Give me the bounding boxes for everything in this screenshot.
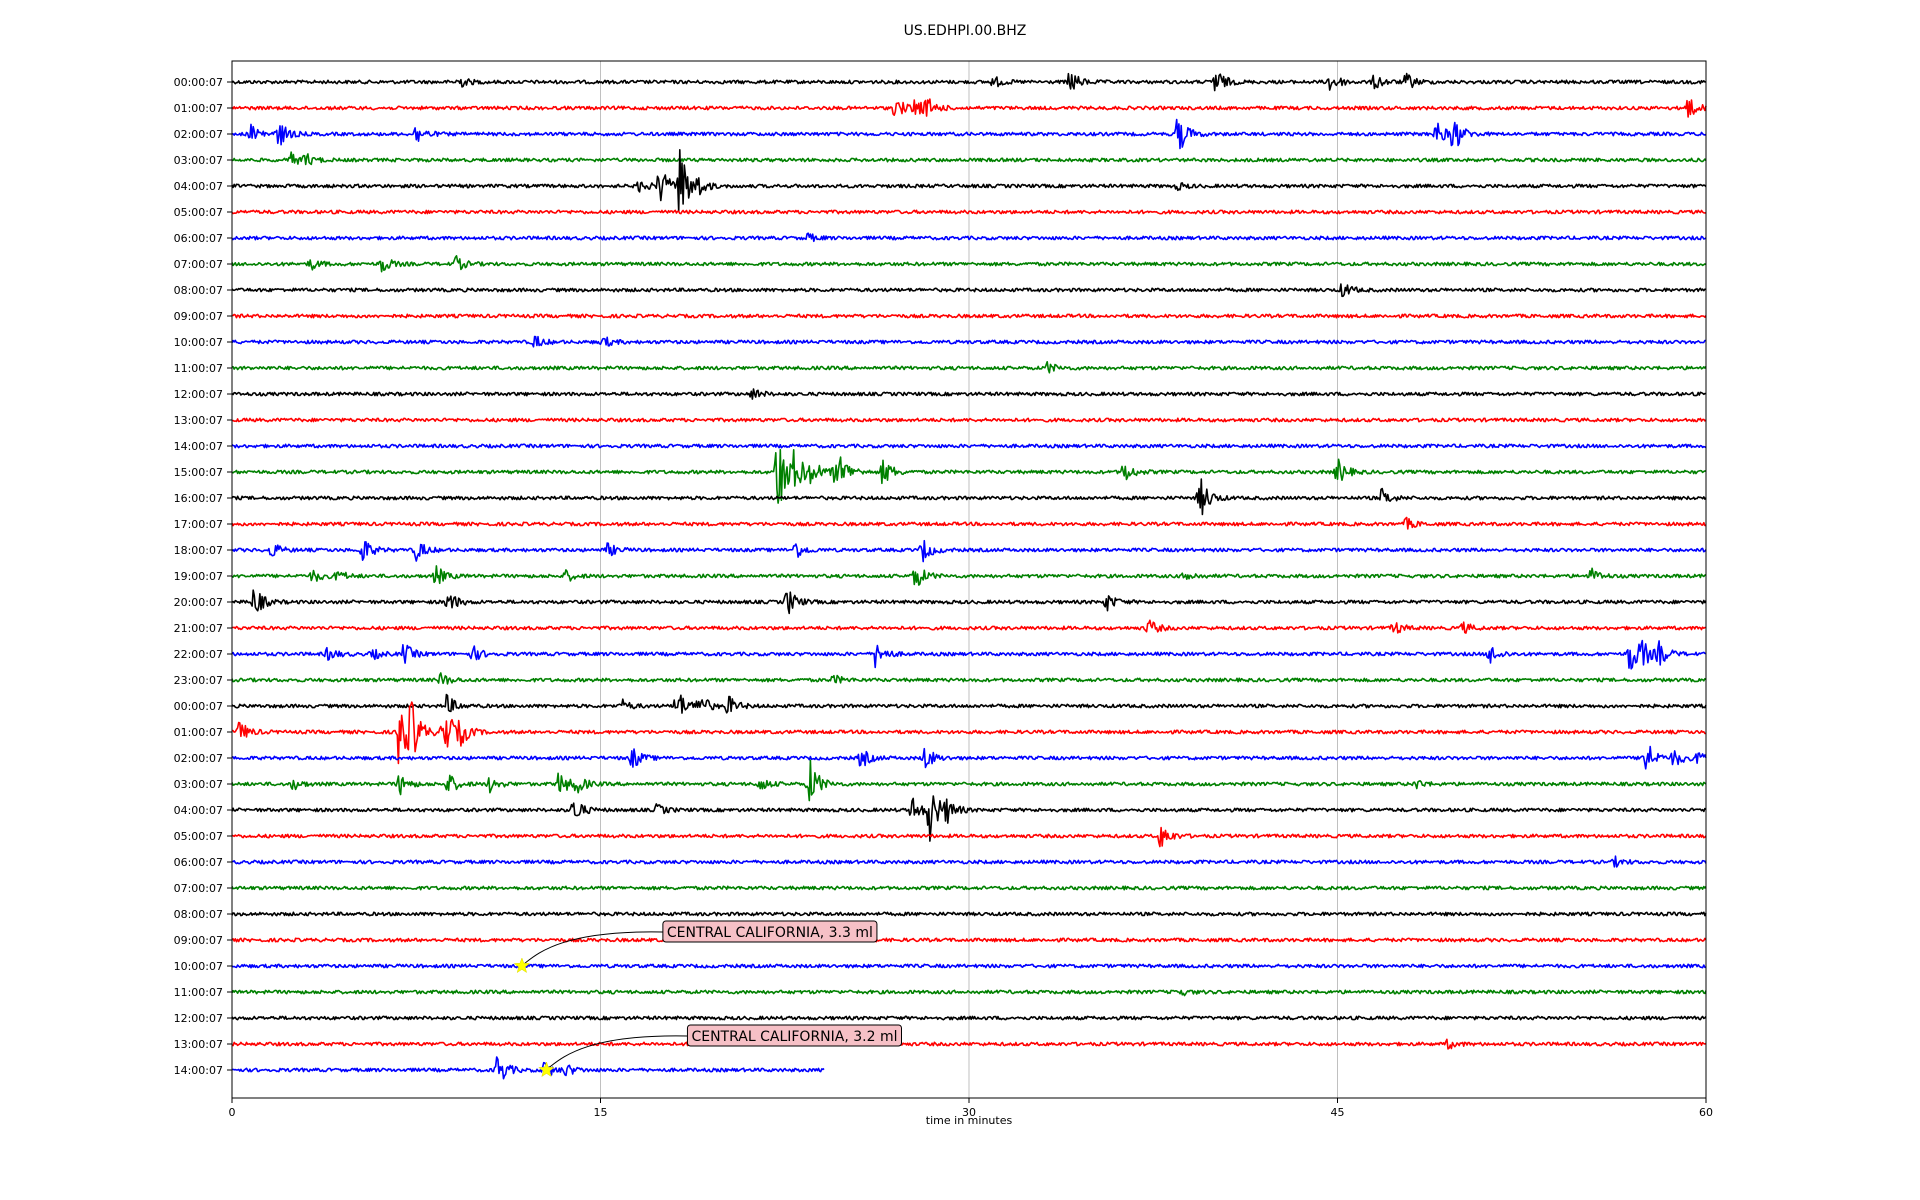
trace-row (231, 639, 1707, 670)
trace-row (231, 151, 1707, 166)
gridlines (600, 61, 1338, 1098)
trace-row (231, 478, 1707, 516)
trace-row (231, 672, 1707, 685)
trace-row (231, 313, 1707, 319)
row-label: 08:00:07 (174, 284, 223, 297)
row-label: 21:00:07 (174, 622, 223, 635)
trace-row (231, 1015, 1707, 1021)
row-label: 13:00:07 (174, 1038, 223, 1051)
trace-row (231, 388, 1707, 400)
row-label: 20:00:07 (174, 596, 223, 609)
row-label: 03:00:07 (174, 778, 223, 791)
annotation-connector (523, 931, 663, 965)
row-label: 07:00:07 (174, 882, 223, 895)
row-label: 10:00:07 (174, 960, 223, 973)
row-label: 07:00:07 (174, 258, 223, 271)
row-label: 11:00:07 (174, 986, 223, 999)
row-label: 01:00:07 (174, 726, 223, 739)
row-label: 16:00:07 (174, 492, 223, 505)
chart-title: US.EDHPI.00.BHZ (904, 23, 1027, 39)
trace-row (231, 795, 1707, 842)
row-label: 01:00:07 (174, 102, 223, 115)
event-star-marker (513, 957, 531, 974)
annotation-connector (548, 1035, 688, 1069)
trace-row (231, 1056, 825, 1080)
row-label: 22:00:07 (174, 648, 223, 661)
trace-row (231, 209, 1706, 215)
row-label: 02:00:07 (174, 128, 223, 141)
x-axis-ticks: 0 15 30 45 60 (229, 1098, 1713, 1119)
trace-row (231, 963, 1706, 969)
trace-row (231, 516, 1707, 530)
trace-row (231, 589, 1707, 615)
annotation-label: CENTRAL CALIFORNIA, 3.2 ml (691, 1029, 897, 1045)
row-label: 13:00:07 (174, 414, 223, 427)
trace-row (231, 72, 1707, 92)
trace-row (231, 443, 1707, 449)
trace-row (231, 701, 1707, 765)
trace-row (231, 619, 1707, 634)
seismic-traces (231, 72, 1707, 1080)
trace-row (231, 232, 1707, 243)
row-label: 18:00:07 (174, 544, 223, 557)
row-label: 08:00:07 (174, 908, 223, 921)
row-label: 00:00:07 (174, 76, 223, 89)
x-tick-label: 15 (594, 1106, 608, 1119)
trace-row (231, 1038, 1707, 1050)
row-label: 10:00:07 (174, 336, 223, 349)
row-label: 14:00:07 (174, 1064, 223, 1077)
row-label: 12:00:07 (174, 388, 223, 401)
x-tick-label: 0 (229, 1106, 236, 1119)
row-labels: 00:00:07 01:00:07 02:00:07 03:00:07 04:00:07… (174, 76, 232, 1077)
row-label: 17:00:07 (174, 518, 223, 531)
trace-row (231, 283, 1707, 298)
row-label: 19:00:07 (174, 570, 223, 583)
trace-row (231, 989, 1707, 997)
trace-row (231, 255, 1707, 273)
x-tick-label: 30 (962, 1106, 976, 1119)
row-label: 06:00:07 (174, 232, 223, 245)
trace-row (231, 759, 1707, 802)
trace-row (231, 745, 1707, 770)
annotation-label: CENTRAL CALIFORNIA, 3.3 ml (667, 925, 873, 941)
event-annotations: CENTRAL CALIFORNIA, 3.3 ml CENTRAL CALIFO… (513, 920, 903, 1078)
row-label: 00:00:07 (174, 700, 223, 713)
row-label: 06:00:07 (174, 856, 223, 869)
trace-row (231, 693, 1707, 714)
row-label: 09:00:07 (174, 934, 223, 947)
row-label: 05:00:07 (174, 206, 223, 219)
row-label: 12:00:07 (174, 1012, 223, 1025)
trace-row (232, 855, 1707, 868)
trace-row (231, 98, 1707, 118)
x-tick-label: 45 (1331, 1106, 1345, 1119)
row-label: 11:00:07 (174, 362, 223, 375)
trace-row (231, 885, 1707, 891)
trace-row (231, 118, 1707, 150)
row-label: 05:00:07 (174, 830, 223, 843)
row-label: 14:00:07 (174, 440, 223, 453)
trace-row (231, 911, 1707, 917)
trace-row (231, 539, 1707, 563)
row-label: 09:00:07 (174, 310, 223, 323)
row-label: 04:00:07 (174, 180, 223, 193)
event-star-marker (538, 1061, 555, 1078)
row-label: 23:00:07 (174, 674, 223, 687)
trace-row (231, 937, 1707, 943)
row-label: 02:00:07 (174, 752, 223, 765)
trace-row (231, 149, 1707, 212)
trace-row (231, 417, 1707, 423)
trace-row (231, 448, 1707, 504)
row-label: 04:00:07 (174, 804, 223, 817)
trace-row (231, 361, 1707, 374)
row-label: 03:00:07 (174, 154, 223, 167)
trace-row (231, 335, 1707, 348)
x-axis-label: time in minutes (926, 1114, 1013, 1127)
trace-row (231, 565, 1707, 586)
row-label: 15:00:07 (174, 466, 223, 479)
x-tick-label: 60 (1699, 1106, 1713, 1119)
trace-row (231, 826, 1707, 848)
